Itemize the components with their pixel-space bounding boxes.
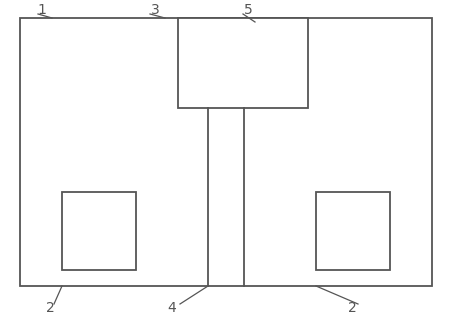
Text: 2: 2 [347,301,355,315]
Text: 2: 2 [46,301,54,315]
Bar [20,18,431,286]
Bar [178,18,307,108]
Text: 4: 4 [167,301,176,315]
Text: 1: 1 [37,3,46,17]
Text: 5: 5 [243,3,252,17]
Text: 3: 3 [150,3,159,17]
Bar [62,192,136,270]
Bar [315,192,389,270]
